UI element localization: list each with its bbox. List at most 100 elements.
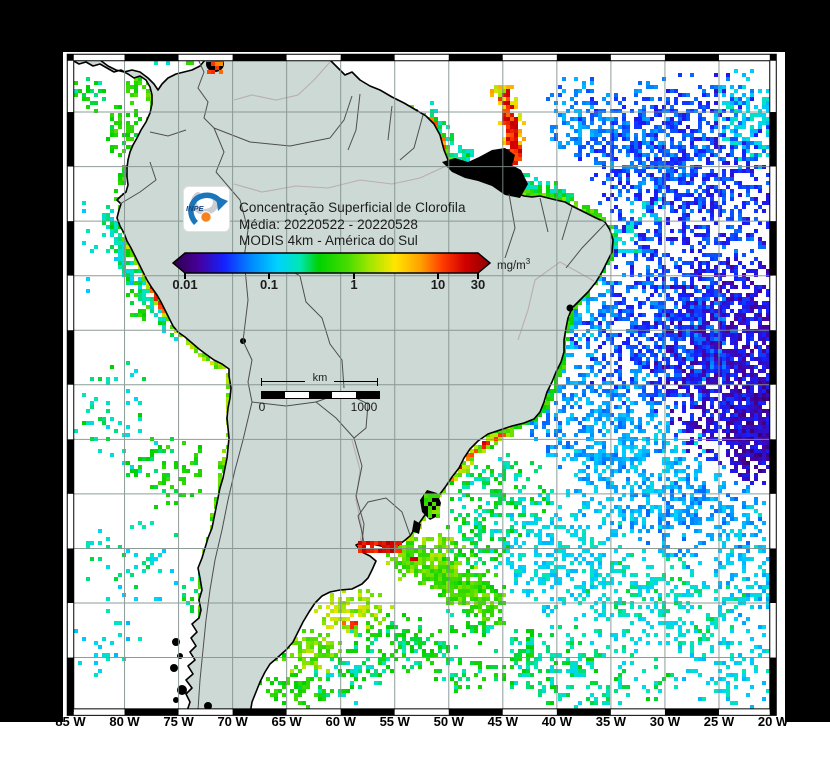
frame-segment-top: [556, 54, 611, 61]
colorbar-gradient-bar: [171, 252, 492, 274]
scalebar-bar: [261, 391, 380, 399]
frame-segment-bottom: [70, 708, 125, 716]
map-title-line1: Concentração Superficial de Clorofila: [239, 200, 466, 215]
scalebar-segment: [285, 392, 309, 398]
scalebar-end-tick: [261, 378, 262, 386]
frame-segment-bottom: [286, 708, 341, 716]
scalebar-start-label: 0: [258, 400, 266, 414]
scalebar-end-label: 1000: [350, 400, 378, 414]
lon-axis-label: 55 W: [380, 714, 411, 729]
chilean-fjord-island: [173, 697, 179, 703]
graticule: [70, 57, 774, 713]
frame-segment-bottom: [610, 708, 665, 716]
map-title-line2: Média: 20220522 - 20220528: [239, 216, 418, 232]
frame-segment-left: [67, 439, 74, 494]
frame-segment-left: [67, 112, 74, 167]
scalebar-bracket-line: [334, 381, 378, 382]
map-frame: [66, 53, 777, 716]
todos-os-santos-bay: [566, 304, 574, 312]
colorbar-tick-label: 30: [470, 277, 486, 292]
map-title-block: Concentração Superficial de Clorofila Mé…: [239, 200, 466, 250]
lon-axis-label: 65 W: [271, 714, 302, 729]
frame-segment-right: [769, 384, 777, 440]
frame-segment-right: [769, 439, 777, 494]
frame-segment-top: [718, 54, 774, 61]
frame-segment-bottom: [340, 708, 395, 716]
frame-segment-left: [67, 384, 74, 440]
scalebar-bracket-line: [261, 381, 305, 382]
frame-segment-left: [67, 166, 74, 222]
colorbar-tick-label: 0.1: [259, 277, 279, 292]
frame-segment-left: [67, 275, 74, 331]
colorbar-tick-label: 0.01: [172, 277, 198, 292]
colorbar-tick-label: 10: [430, 277, 446, 292]
frame-segment-top: [232, 54, 287, 61]
colorbar: [171, 252, 492, 274]
lon-axis-label: 20 W: [758, 714, 789, 729]
chilean-fjord-island: [177, 685, 187, 695]
frame-segment-top: [502, 54, 557, 61]
amazon-mouth-bays: [442, 148, 528, 198]
frame-segment-top: [178, 54, 233, 61]
frame-segment-bottom: [718, 708, 774, 716]
frame-segment-bottom: [556, 708, 611, 716]
frame-segment-top: [394, 54, 449, 61]
frame-corner: [769, 708, 777, 716]
frame-segment-bottom: [502, 708, 557, 716]
longitude-axis: 85 W 80 W 75 W 70 W 65 W 60 W 55 W 50 W 45 W 40 W…: [55, 714, 789, 729]
scalebar-segment: [355, 392, 380, 398]
frame-segment-left: [67, 603, 74, 658]
colorbar-tick: [353, 273, 355, 279]
frame-segment-right: [769, 57, 777, 113]
frame-segment-left: [67, 57, 74, 113]
frame-segment-bottom: [394, 708, 449, 716]
colorbar-tick: [184, 273, 186, 279]
frame-segment-top: [124, 54, 179, 61]
frame-segment-right: [769, 493, 777, 549]
frame-segment-bottom: [664, 708, 719, 716]
chilean-fjord-island: [170, 664, 178, 672]
frame-corner: [67, 708, 74, 716]
scalebar-segment: [308, 392, 333, 398]
chilean-fjord-island: [177, 653, 183, 659]
scalebar-unit-label: km: [312, 372, 328, 384]
frame-segment-right: [769, 275, 777, 331]
lon-axis-label: 40 W: [542, 714, 573, 729]
lon-axis-label: 85 W: [55, 714, 86, 729]
frame-segment-top: [448, 54, 503, 61]
scalebar-segment: [262, 392, 286, 398]
lon-axis-label: 80 W: [109, 714, 140, 729]
colorbar-tick: [437, 273, 439, 279]
lon-axis-label: 75 W: [163, 714, 194, 729]
chilean-fjord-island: [172, 638, 180, 646]
colorbar-tick: [268, 273, 270, 279]
logo-orange-dot-icon: [200, 211, 212, 223]
colorbar-unit-label: mg/m3: [497, 257, 531, 272]
frame-segment-left: [67, 493, 74, 549]
frame-segment-top: [286, 54, 341, 61]
frame-segment-top: [70, 54, 125, 61]
map-interior: [70, 57, 774, 713]
frame-segment-left: [67, 657, 74, 713]
frame-corner: [67, 54, 74, 61]
scalebar-end-tick: [377, 378, 378, 386]
frame-segment-bottom: [232, 708, 287, 716]
frame-segment-bottom: [448, 708, 503, 716]
frame-segment-top: [610, 54, 665, 61]
inpe-logo: INPE: [183, 186, 230, 232]
frame-segment-bottom: [178, 708, 233, 716]
frame-segment-right: [769, 330, 777, 385]
chilean-fjord-island: [204, 702, 212, 710]
frame-segment-right: [769, 603, 777, 658]
colorbar-tick: [477, 273, 479, 279]
logo-arrowhead-icon: [216, 196, 228, 211]
frame-corner: [769, 54, 777, 61]
frame-segment-right: [769, 166, 777, 222]
frame-segment-right: [769, 548, 777, 603]
map-title-line3: MODIS 4km - América do Sul: [239, 233, 418, 248]
frame-segment-top: [664, 54, 719, 61]
lon-axis-label: 60 W: [326, 714, 357, 729]
frame-segment-left: [67, 548, 74, 603]
